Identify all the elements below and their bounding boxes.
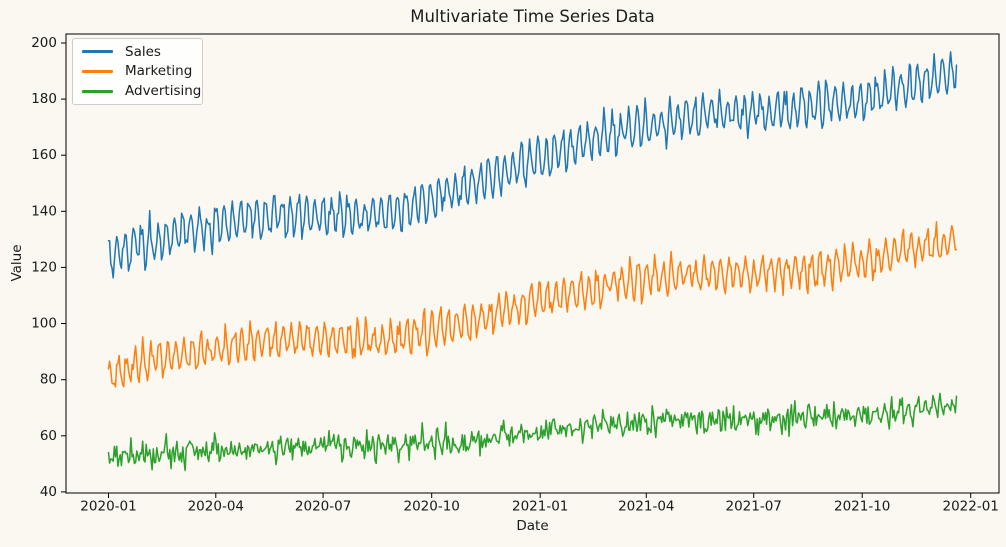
x-tick-label: 2021-01 bbox=[512, 499, 568, 515]
x-tick-label: 2020-04 bbox=[188, 499, 244, 515]
y-tick-label: 80 bbox=[40, 372, 57, 388]
y-tick-label: 40 bbox=[40, 484, 57, 500]
x-tick-label: 2021-10 bbox=[834, 499, 890, 515]
x-tick-label: 2020-07 bbox=[295, 499, 351, 515]
y-tick-label: 60 bbox=[40, 428, 57, 444]
x-tick-label: 2022-01 bbox=[942, 499, 998, 515]
series-line-sales bbox=[107, 51, 958, 279]
y-tick-label: 200 bbox=[31, 35, 57, 51]
y-tick-label: 160 bbox=[31, 147, 57, 163]
legend-label-marketing: Marketing bbox=[125, 63, 193, 80]
y-tick-label: 140 bbox=[31, 203, 57, 219]
x-axis-label: Date bbox=[516, 518, 549, 534]
sales-line-swatch bbox=[82, 50, 113, 54]
y-tick-label: 120 bbox=[31, 259, 57, 275]
x-tick-label: 2020-10 bbox=[403, 499, 459, 515]
marketing-line-swatch bbox=[82, 69, 113, 73]
y-tick-label: 100 bbox=[31, 316, 57, 332]
series-line-marketing bbox=[107, 221, 958, 388]
legend-item-sales: Sales bbox=[82, 44, 193, 60]
y-axis-label: Value bbox=[9, 244, 25, 282]
legend-item-marketing: Marketing bbox=[82, 63, 193, 79]
legend-item-advertising: Advertising bbox=[82, 83, 201, 99]
x-tick-label: 2021-04 bbox=[618, 499, 674, 515]
legend-label-advertising: Advertising bbox=[125, 83, 202, 100]
x-tick-label: 2021-07 bbox=[725, 499, 781, 515]
chart-title: Multivariate Time Series Data bbox=[410, 7, 655, 26]
series-line-advertising bbox=[107, 392, 958, 472]
axes-spines bbox=[65, 33, 1000, 494]
legend-label-sales: Sales bbox=[125, 43, 161, 60]
x-tick-label: 2020-01 bbox=[80, 499, 136, 515]
legend: Sales Marketing Advertising bbox=[72, 38, 203, 105]
y-tick-label: 180 bbox=[31, 91, 57, 107]
advertising-line-swatch bbox=[82, 89, 113, 93]
